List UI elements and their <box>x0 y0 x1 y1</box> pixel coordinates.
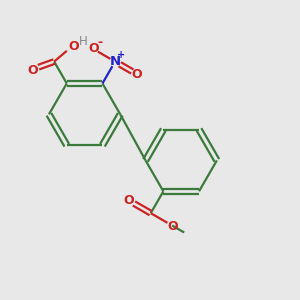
Text: O: O <box>88 42 98 56</box>
Text: O: O <box>28 64 38 77</box>
Text: O: O <box>168 220 178 232</box>
Text: O: O <box>123 194 134 207</box>
Text: O: O <box>69 40 79 53</box>
Text: N: N <box>110 55 121 68</box>
Text: +: + <box>117 50 125 60</box>
Text: -: - <box>97 36 102 49</box>
Text: H: H <box>78 35 87 48</box>
Text: O: O <box>132 68 142 81</box>
